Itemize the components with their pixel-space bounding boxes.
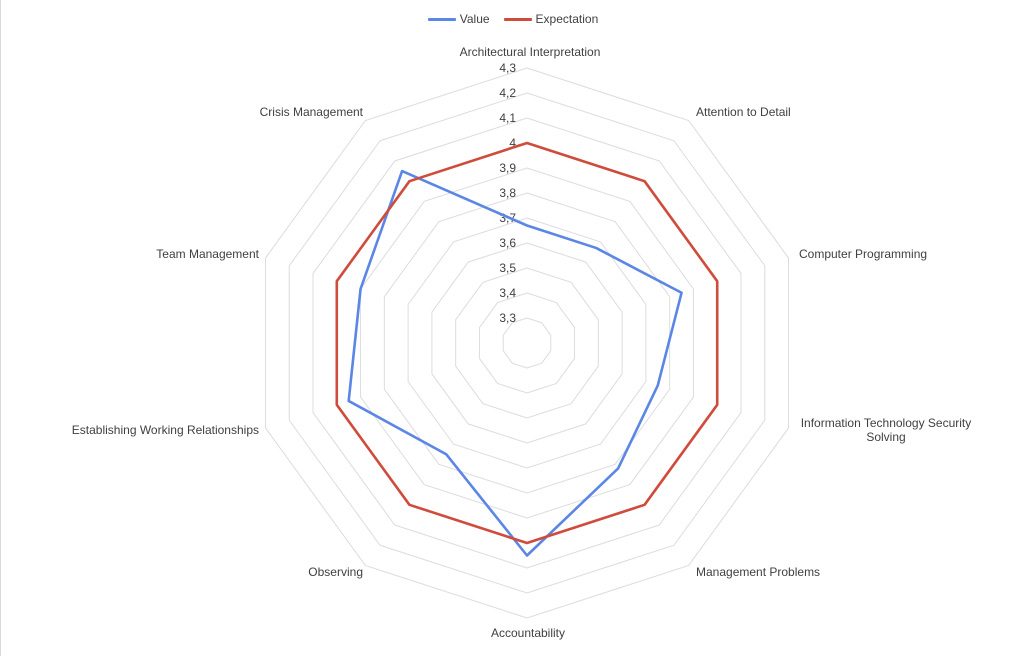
tick-label: 3,8 — [499, 186, 516, 200]
category-label: Architectural Interpretation — [460, 45, 601, 59]
tick-label: 3,6 — [499, 236, 516, 250]
grid-ring — [288, 92, 766, 594]
grid-ring — [264, 67, 790, 619]
legend: Value Expectation — [1, 8, 1024, 30]
legend-swatch-expectation — [503, 17, 532, 21]
legend-label-expectation: Expectation — [535, 12, 599, 26]
grid-ring — [407, 217, 647, 469]
tick-label: 3,4 — [499, 286, 516, 300]
tick-label: 4,1 — [499, 111, 516, 125]
legend-item-value: Value — [427, 12, 490, 26]
grid-ring — [383, 192, 671, 494]
grid-ring — [455, 267, 599, 419]
grid-ring — [312, 117, 742, 569]
legend-swatch-value — [427, 17, 456, 21]
tick-label: 3,9 — [499, 161, 516, 175]
tick-label: 3,3 — [499, 311, 516, 325]
category-label: Information Technology Security Solving — [801, 416, 972, 444]
grid-ring — [360, 167, 694, 519]
tick-label: 4,3 — [499, 61, 516, 75]
tick-label: 3,5 — [499, 261, 516, 275]
category-label: Management Problems — [696, 565, 820, 579]
tick-label: 4 — [509, 136, 516, 150]
category-label: Accountability — [491, 626, 565, 640]
category-label: Establishing Working Relationships — [72, 423, 259, 437]
category-label: Computer Programming — [799, 247, 927, 261]
legend-label-value: Value — [459, 12, 490, 26]
series-line-expectation — [335, 141, 719, 545]
series-line-value — [347, 169, 683, 557]
category-label: Team Management — [156, 247, 259, 261]
category-label: Observing — [308, 565, 363, 579]
tick-label: 4,2 — [499, 86, 516, 100]
legend-item-expectation: Expectation — [503, 12, 599, 26]
grid-ring — [478, 292, 576, 394]
category-label: Attention to Detail — [696, 105, 791, 119]
grid-ring — [502, 317, 552, 369]
category-label: Crisis Management — [260, 105, 364, 119]
grid-ring — [431, 242, 623, 444]
